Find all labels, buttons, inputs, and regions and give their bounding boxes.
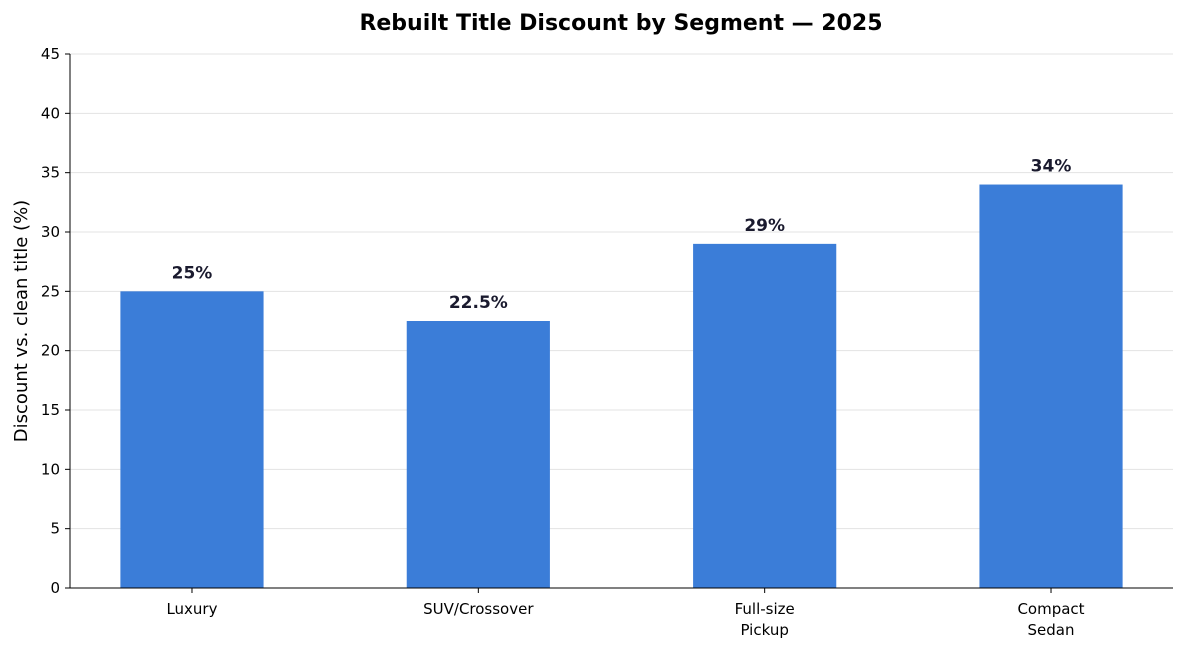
y-tick-label: 0 (50, 579, 60, 597)
y-tick-label: 40 (41, 104, 60, 122)
bar (979, 184, 1123, 589)
value-label: 34% (1031, 157, 1072, 177)
y-tick-label: 35 (41, 164, 60, 182)
bar (693, 243, 837, 588)
y-tick-label: 30 (41, 223, 60, 241)
y-tick-label: 10 (41, 460, 60, 478)
y-tick-label: 45 (41, 45, 60, 63)
x-tick-label: Luxury (166, 600, 217, 618)
y-tick-label: 15 (41, 401, 60, 419)
chart-title: Rebuilt Title Discount by Segment — 2025 (359, 11, 882, 36)
y-tick-label: 5 (50, 520, 60, 538)
y-tick-label: 25 (41, 282, 60, 300)
value-label: 25% (172, 263, 213, 283)
x-tick-label: SUV/Crossover (423, 600, 534, 618)
y-tick-label: 20 (41, 342, 60, 360)
value-label: 22.5% (449, 293, 508, 313)
bar (120, 291, 264, 588)
y-axis-label: Discount vs. clean title (%) (11, 200, 32, 442)
bar (406, 321, 550, 588)
value-label: 29% (744, 216, 785, 236)
x-tick-label: Compact Sedan (1017, 600, 1084, 639)
x-tick-label: Full-size Pickup (735, 600, 795, 639)
